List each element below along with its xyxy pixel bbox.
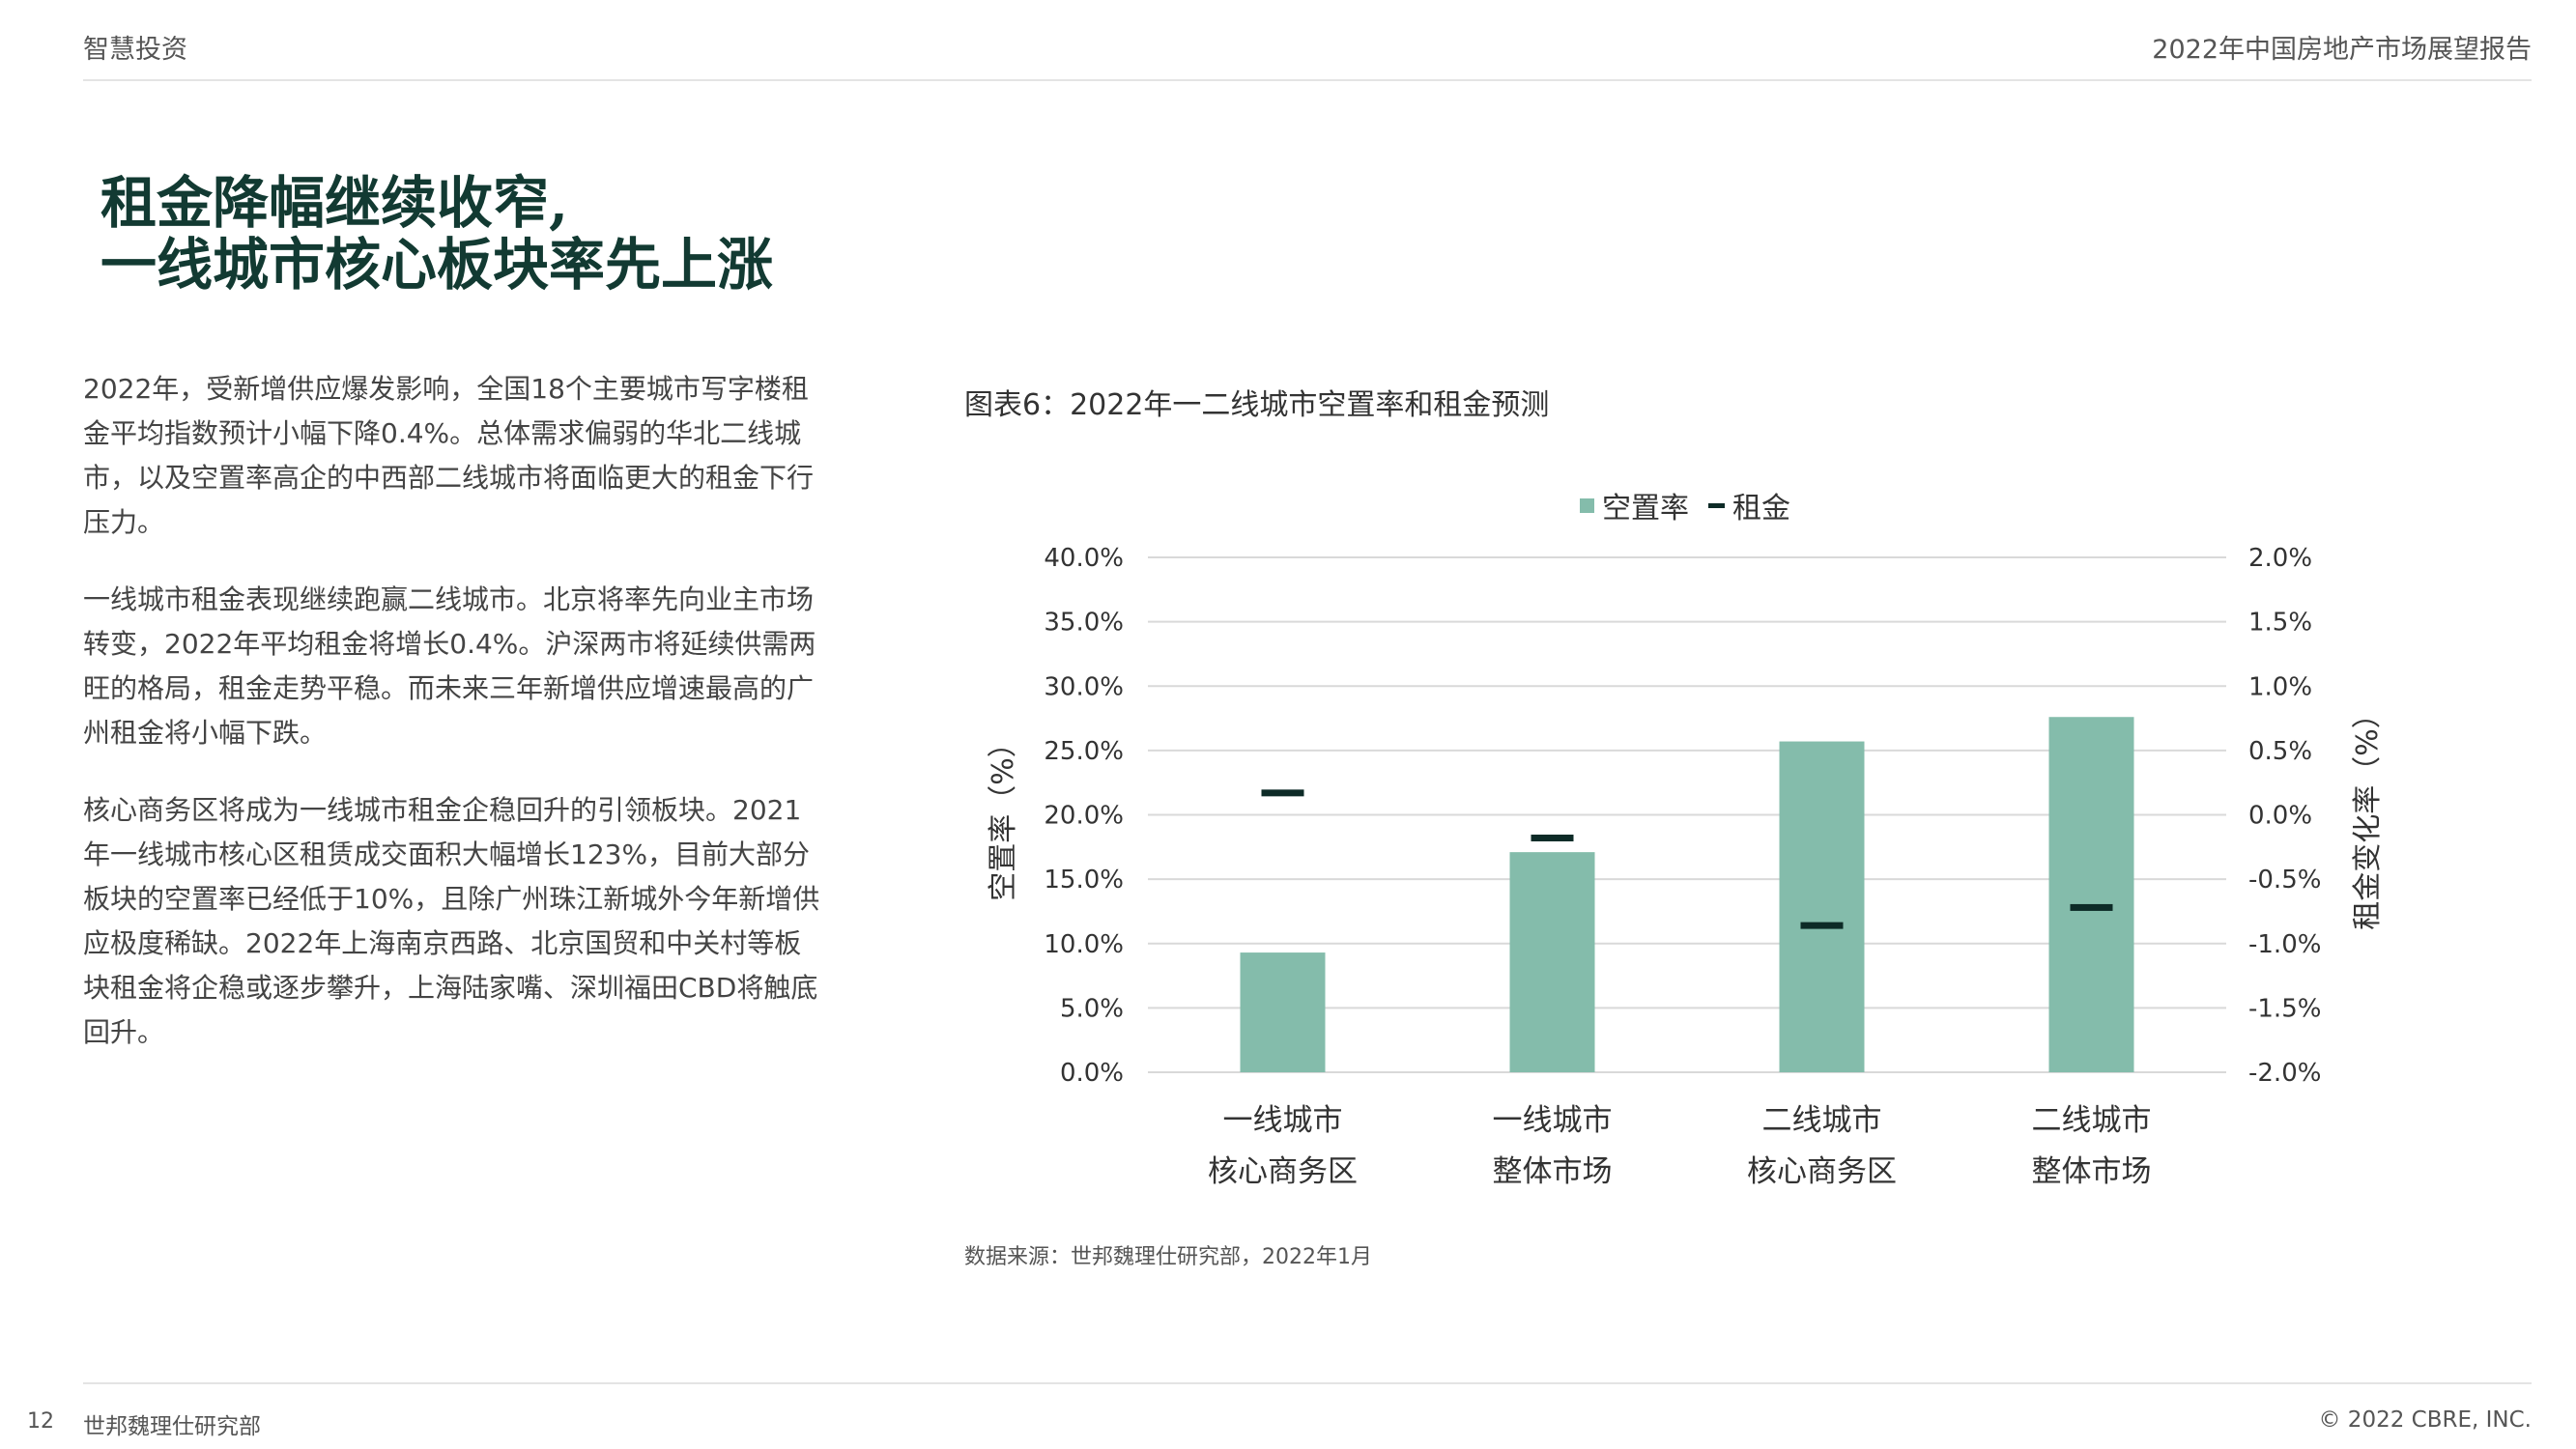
- rent-marker: [1531, 834, 1574, 841]
- data-source-note: 数据来源：世邦魏理仕研究部，2022年1月: [964, 1245, 1372, 1269]
- body-text: 2022年，受新增供应爆发影响，全国18个主要城市写字楼租金平均指数预计小幅下降…: [83, 367, 827, 1088]
- y-tick-label: 5.0%: [1060, 994, 1124, 1023]
- x-tick-label: 核心商务区: [1208, 1154, 1358, 1189]
- y-tick-label: 20.0%: [1044, 802, 1124, 831]
- legend-swatch-vacancy: [1580, 497, 1594, 513]
- rent-marker: [1800, 922, 1844, 929]
- legend-swatch-rent: [1708, 502, 1725, 508]
- x-tick-label: 一线城市: [1223, 1103, 1343, 1138]
- y-tick-label: 40.0%: [1044, 544, 1124, 573]
- y2-axis-title: 租金变化率（%）: [2351, 699, 2385, 930]
- page-number: 12: [27, 1409, 54, 1434]
- x-tick-label: 二线城市: [1762, 1103, 1882, 1138]
- y-tick-label: 10.0%: [1044, 930, 1124, 959]
- y-axis-title: 空置率（%）: [987, 728, 1020, 901]
- footer-copyright: © 2022 CBRE, INC.: [2318, 1407, 2533, 1433]
- x-tick-label: 整体市场: [2032, 1154, 2152, 1189]
- rent-marker: [1261, 789, 1304, 797]
- figure-title: 图表6：2022年一二线城市空置率和租金预测: [964, 388, 1550, 422]
- paragraph-2: 一线城市租金表现继续跑赢二线城市。北京将率先向业主市场转变，2022年平均租金将…: [83, 583, 816, 749]
- y2-tick-label: 2.0%: [2248, 544, 2312, 573]
- y2-tick-label: 0.5%: [2248, 737, 2312, 766]
- header-report-title: 2022年中国房地产市场展望报告: [2152, 35, 2532, 65]
- y-tick-label: 30.0%: [1044, 672, 1124, 701]
- x-tick-label: 二线城市: [2032, 1103, 2152, 1138]
- legend-label-vacancy: 空置率: [1602, 492, 1689, 526]
- page-title: 租金降幅继续收窄, 一线城市核心板块率先上涨: [100, 172, 773, 296]
- y-tick-label: 35.0%: [1044, 609, 1124, 638]
- legend-label-rent: 租金: [1732, 492, 1790, 526]
- bar: [2048, 717, 2134, 1072]
- bar: [1509, 852, 1595, 1072]
- y-tick-label: 15.0%: [1044, 866, 1124, 895]
- footer-org: 世邦魏理仕研究部: [83, 1414, 261, 1439]
- header-brand: 智慧投资: [83, 35, 187, 65]
- bar: [1779, 741, 1865, 1072]
- header-divider: [83, 79, 2532, 81]
- x-tick-label: 整体市场: [1493, 1154, 1613, 1189]
- paragraph-1: 2022年，受新增供应爆发影响，全国18个主要城市写字楼租金平均指数预计小幅下降…: [83, 373, 815, 538]
- title-line-2: 一线城市核心板块率先上涨: [100, 232, 774, 298]
- y-tick-label: 0.0%: [1060, 1059, 1124, 1088]
- chart-legend: 空置率 租金: [1580, 484, 1790, 526]
- y-tick-label: 25.0%: [1044, 737, 1124, 766]
- footer-divider: [83, 1382, 2532, 1384]
- y2-tick-label: -2.0%: [2248, 1059, 2321, 1088]
- y2-tick-label: 1.0%: [2248, 672, 2312, 701]
- paragraph-3: 核心商务区将成为一线城市租金企稳回升的引领板块。2021年一线城市核心区租赁成交…: [83, 794, 820, 1048]
- x-tick-label: 一线城市: [1493, 1103, 1613, 1138]
- x-tick-label: 核心商务区: [1747, 1154, 1897, 1189]
- y2-tick-label: 1.5%: [2248, 609, 2312, 638]
- bar: [1240, 952, 1326, 1072]
- y2-tick-label: -0.5%: [2248, 866, 2321, 895]
- y2-tick-label: 0.0%: [2248, 802, 2312, 831]
- title-line-1: 租金降幅继续收窄,: [100, 170, 569, 236]
- y2-tick-label: -1.0%: [2248, 930, 2321, 959]
- rent-marker: [2070, 903, 2113, 911]
- y2-tick-label: -1.5%: [2248, 994, 2321, 1023]
